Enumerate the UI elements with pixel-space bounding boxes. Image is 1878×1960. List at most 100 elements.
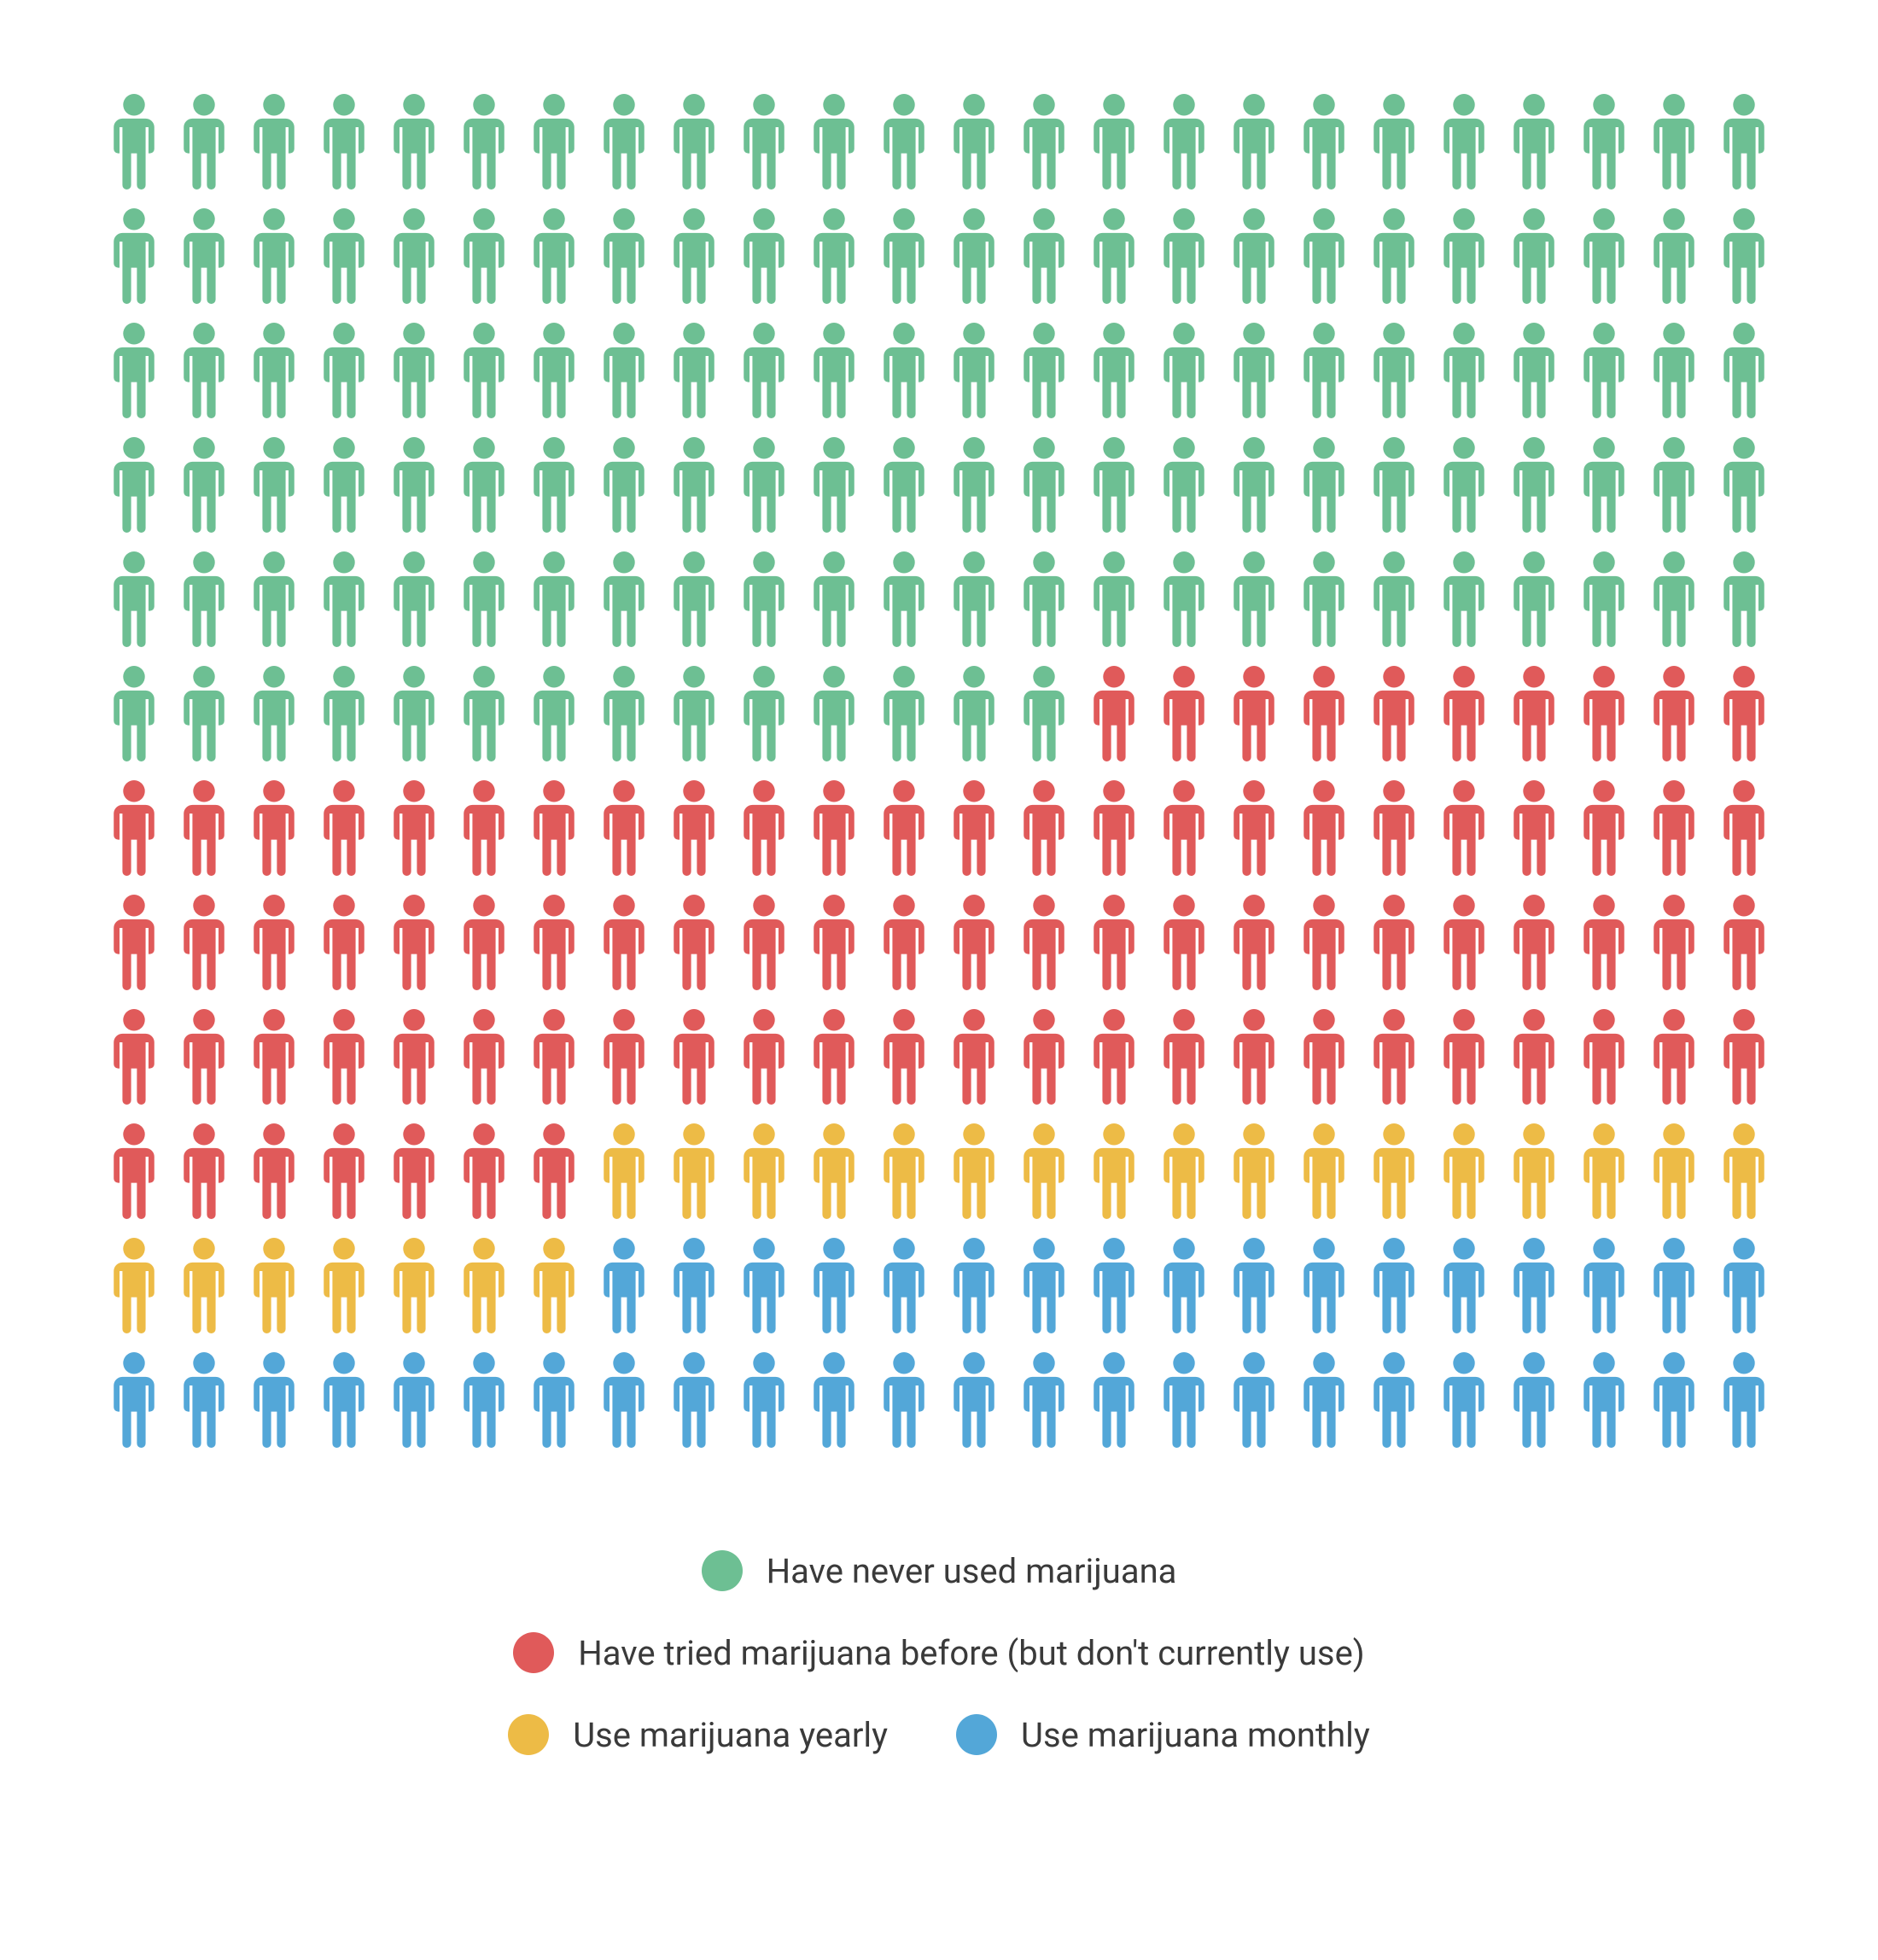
person-icon	[665, 323, 723, 418]
person-icon	[875, 1352, 933, 1448]
person-icon	[525, 437, 583, 533]
legend-row: Have tried marijuana before (but don't c…	[513, 1632, 1364, 1673]
person-icon	[665, 437, 723, 533]
person-icon	[595, 1238, 653, 1333]
person-icon	[105, 666, 163, 761]
person-icon	[525, 895, 583, 990]
person-icon	[1505, 94, 1563, 190]
person-icon	[315, 437, 373, 533]
person-icon	[1085, 551, 1143, 647]
person-icon	[1505, 895, 1563, 990]
person-icon	[1085, 437, 1143, 533]
person-icon	[1435, 1123, 1493, 1219]
legend-item-yearly: Use marijuana yearly	[508, 1714, 888, 1755]
person-icon	[1295, 1352, 1353, 1448]
person-icon	[1225, 1352, 1283, 1448]
person-icon	[665, 666, 723, 761]
person-icon	[315, 323, 373, 418]
person-icon	[1365, 437, 1423, 533]
person-icon	[105, 895, 163, 990]
person-icon	[1645, 551, 1703, 647]
person-icon	[875, 895, 933, 990]
person-icon	[875, 1009, 933, 1105]
person-icon	[1085, 208, 1143, 304]
person-icon	[525, 666, 583, 761]
person-icon	[1645, 1352, 1703, 1448]
person-icon	[1365, 323, 1423, 418]
person-icon	[945, 208, 1003, 304]
person-icon	[805, 551, 863, 647]
person-icon	[525, 1352, 583, 1448]
legend-swatch-yearly	[508, 1714, 549, 1755]
person-icon	[595, 94, 653, 190]
person-icon	[805, 1009, 863, 1105]
person-icon	[105, 1238, 163, 1333]
person-icon	[1715, 437, 1773, 533]
person-icon	[1085, 1123, 1143, 1219]
person-icon	[665, 1009, 723, 1105]
person-icon	[175, 780, 233, 876]
person-icon	[175, 323, 233, 418]
person-icon	[665, 1238, 723, 1333]
person-icon	[1575, 551, 1633, 647]
person-icon	[875, 437, 933, 533]
person-icon	[1575, 1352, 1633, 1448]
person-icon	[735, 1123, 793, 1219]
person-icon	[385, 323, 443, 418]
person-icon	[735, 1009, 793, 1105]
person-icon	[945, 666, 1003, 761]
person-icon	[385, 780, 443, 876]
person-icon	[1645, 895, 1703, 990]
person-icon	[665, 1352, 723, 1448]
person-icon	[315, 666, 373, 761]
person-icon	[1225, 208, 1283, 304]
person-icon	[1085, 780, 1143, 876]
person-icon	[1505, 551, 1563, 647]
person-icon	[1505, 1238, 1563, 1333]
person-icon	[175, 551, 233, 647]
person-icon	[1645, 780, 1703, 876]
person-icon	[105, 1123, 163, 1219]
person-icon	[1015, 895, 1073, 990]
person-icon	[105, 208, 163, 304]
person-icon	[1085, 94, 1143, 190]
person-icon	[1225, 323, 1283, 418]
person-icon	[1715, 551, 1773, 647]
person-icon	[1505, 780, 1563, 876]
person-icon	[1645, 1238, 1703, 1333]
person-icon	[1225, 1009, 1283, 1105]
person-icon	[1715, 780, 1773, 876]
person-icon	[665, 208, 723, 304]
person-icon	[245, 551, 303, 647]
legend: Have never used marijuana Have tried mari…	[508, 1550, 1370, 1755]
person-icon	[525, 208, 583, 304]
person-icon	[385, 895, 443, 990]
person-icon	[1295, 780, 1353, 876]
person-icon	[1645, 437, 1703, 533]
person-icon	[1645, 666, 1703, 761]
person-icon	[665, 780, 723, 876]
person-icon	[805, 437, 863, 533]
person-icon	[1435, 94, 1493, 190]
person-icon	[245, 1123, 303, 1219]
person-icon	[595, 780, 653, 876]
person-icon	[385, 1238, 443, 1333]
person-icon	[1155, 323, 1213, 418]
person-icon	[1435, 1009, 1493, 1105]
person-icon	[455, 94, 513, 190]
person-icon	[315, 1123, 373, 1219]
person-icon	[1155, 895, 1213, 990]
person-icon	[1435, 323, 1493, 418]
person-icon	[1085, 895, 1143, 990]
person-icon	[105, 1352, 163, 1448]
person-icon	[1155, 1238, 1213, 1333]
legend-item-never: Have never used marijuana	[702, 1550, 1177, 1591]
person-icon	[315, 1352, 373, 1448]
person-icon	[595, 1123, 653, 1219]
person-icon	[1085, 323, 1143, 418]
person-icon	[875, 208, 933, 304]
person-icon	[105, 780, 163, 876]
person-icon	[1365, 1352, 1423, 1448]
person-icon	[1715, 1238, 1773, 1333]
person-icon	[1715, 895, 1773, 990]
